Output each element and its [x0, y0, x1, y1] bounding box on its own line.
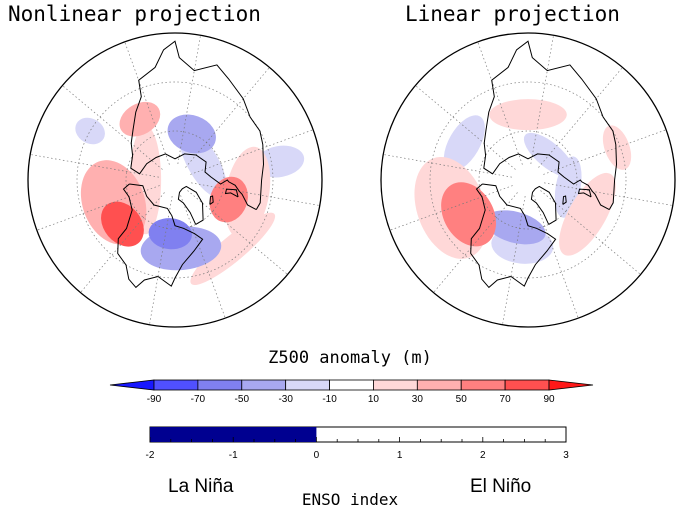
coastline-0 — [470, 183, 557, 289]
coastline-1 — [530, 185, 557, 225]
map-border — [380, 32, 676, 328]
coastline-1 — [177, 185, 204, 225]
colorbar-tick-label: 10 — [368, 394, 380, 405]
latitude-line — [429, 81, 627, 279]
coastline-4 — [562, 195, 567, 205]
colorbar-box-1 — [197, 379, 243, 391]
meridian-line — [540, 190, 641, 275]
colorbar-tick-label: -50 — [235, 394, 250, 405]
coastline-3 — [577, 188, 592, 198]
anomaly-negative-2 — [485, 210, 546, 245]
meridian-line — [544, 182, 673, 206]
colorbar-tick-label: 90 — [543, 394, 555, 405]
meridian-line — [185, 67, 270, 168]
z500-colorbar: -90 -70 -50 -30 -10 10 30 50 70 90 — [109, 379, 594, 405]
anomaly-negative-6 — [167, 114, 216, 154]
colorbar-box-6 — [416, 379, 462, 391]
meridian-line — [124, 41, 170, 165]
enso-index-title: ENSO index — [301, 490, 399, 509]
meridian-line — [538, 67, 623, 168]
latitude-line — [125, 130, 225, 230]
anomaly-positive-6 — [489, 99, 567, 131]
meridian-line — [433, 192, 518, 293]
meridian-line — [477, 41, 523, 165]
anomaly-positive-5 — [602, 125, 632, 170]
colorbar-box-3 — [285, 379, 330, 391]
meridian-line — [415, 85, 516, 170]
enso-bar-fill — [150, 427, 317, 442]
colorbar-tick-label: -30 — [278, 394, 293, 405]
colorbar-max-arrow — [548, 379, 594, 391]
coastline-3 — [224, 188, 239, 198]
meridian-line — [543, 129, 667, 175]
panel-title-nonlinear: Nonlinear projection — [8, 2, 261, 26]
colorbar-tick-label: 30 — [412, 394, 424, 405]
meridian-line — [383, 154, 512, 178]
meridian-line — [62, 85, 163, 170]
anomaly-negative-8 — [443, 115, 485, 172]
meridian-line — [30, 154, 159, 178]
panel-title-linear: Linear projection — [405, 2, 620, 26]
colorbar-box-4 — [329, 379, 374, 391]
meridian-line — [36, 185, 160, 231]
anomaly-negative-2 — [148, 218, 192, 250]
colorbar-box-5 — [373, 379, 418, 391]
map-background — [28, 33, 322, 327]
coastline-2 — [483, 40, 618, 211]
colorbar-min-arrow — [109, 379, 155, 391]
meridian-line — [191, 182, 320, 206]
anomaly-positive-0 — [101, 201, 144, 247]
map-linear-projection — [380, 32, 676, 328]
meridian-line — [180, 195, 226, 319]
meridian-line — [187, 190, 288, 275]
colorbar-tick-label: 70 — [500, 394, 512, 405]
enso-tick-label: 2 — [480, 450, 486, 461]
meridian-line — [80, 192, 165, 293]
colorbar-title: Z500 anomaly (m) — [268, 348, 432, 368]
enso-tick-label: -1 — [229, 450, 238, 461]
coastline-2 — [130, 40, 265, 211]
colorbar-tick-label: -90 — [147, 394, 162, 405]
coastline-0 — [117, 183, 204, 289]
latitude-line — [76, 81, 274, 279]
anomaly-positive-4 — [559, 172, 616, 256]
el-nino-label: El Niño — [470, 476, 532, 497]
meridian-line — [502, 196, 526, 325]
anomaly-positive-4 — [209, 176, 248, 223]
map-border — [27, 32, 323, 328]
colorbar-tick-label: 50 — [456, 394, 468, 405]
coastline-4 — [209, 195, 214, 205]
meridian-line — [389, 185, 513, 231]
meridian-line — [190, 129, 314, 175]
enso-index-bar: -2 -1 0 1 2 3 — [146, 426, 569, 461]
anomaly-negative-10 — [75, 117, 105, 145]
meridian-line — [149, 196, 173, 325]
la-nina-label: La Niña — [168, 476, 234, 497]
latitude-line — [478, 130, 578, 230]
enso-tick-label: 1 — [397, 450, 403, 461]
colorbar-tick-label: -70 — [191, 394, 206, 405]
meridian-line — [530, 35, 554, 164]
colorbar-tick-label: -10 — [322, 394, 337, 405]
enso-tick-label: 0 — [314, 450, 320, 461]
colorbar-box-2 — [241, 379, 287, 391]
map-nonlinear-projection — [27, 32, 323, 328]
colorbar-box-8 — [504, 379, 550, 391]
meridian-line — [533, 195, 579, 319]
meridian-line — [177, 35, 201, 164]
enso-tick-label: 3 — [563, 450, 569, 461]
colorbar-box-0 — [153, 379, 199, 391]
enso-tick-label: -2 — [146, 450, 155, 461]
colorbar-box-7 — [460, 379, 506, 391]
